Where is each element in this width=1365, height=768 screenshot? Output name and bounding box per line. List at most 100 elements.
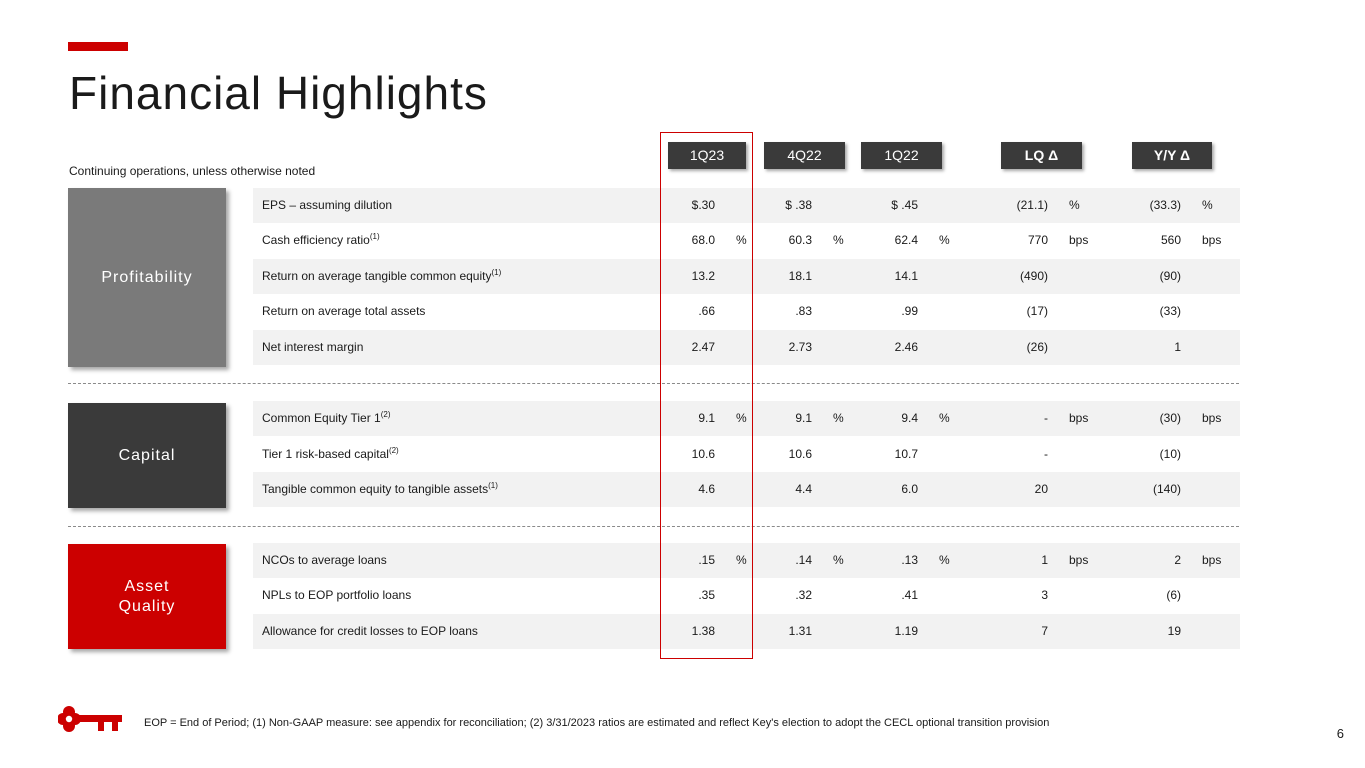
cell-value: 2.47: [691, 340, 715, 354]
cell-value: (140): [1152, 482, 1181, 496]
cell-value: 10.7: [894, 447, 918, 461]
key-logo-icon: [58, 706, 122, 732]
cell-value: 6.0: [901, 482, 918, 496]
cell-value: (30): [1159, 411, 1181, 425]
cell-unit: %: [736, 553, 747, 567]
cell-unit: bps: [1069, 233, 1089, 247]
row-label-text: NCOs to average loans: [262, 553, 387, 567]
row-label-text: Allowance for credit losses to EOP loans: [262, 624, 478, 638]
cell-unit: %: [833, 411, 844, 425]
cell-value: .13: [901, 553, 918, 567]
row-label-text: Tangible common equity to tangible asset…: [262, 482, 489, 496]
table-row: EPS – assuming dilution $.30 $ .38 $ .45 (21…: [253, 188, 1240, 223]
cell-value: 2.46: [894, 340, 918, 354]
column-header-1q22: 1Q22: [861, 142, 942, 169]
cell-value: (33): [1159, 304, 1181, 318]
page-number: 6: [1336, 726, 1344, 741]
group-capital: Capital: [68, 403, 226, 508]
table-row: Tangible common equity to tangible asset…: [253, 472, 1240, 507]
column-header-1q23: 1Q23: [668, 142, 746, 169]
cell-value: 3: [1041, 588, 1048, 602]
footnote-ref: (1): [491, 268, 502, 277]
page-title: Financial Highlights: [69, 67, 488, 119]
cell-value: 1.38: [691, 624, 715, 638]
cell-unit: %: [939, 553, 950, 567]
cell-value: 10.6: [691, 447, 715, 461]
row-label: EPS – assuming dilution: [262, 188, 392, 223]
cell-value: 9.1: [795, 411, 812, 425]
cell-unit: %: [736, 411, 747, 425]
row-label: NPLs to EOP portfolio loans: [262, 578, 411, 613]
cell-value: (90): [1159, 269, 1181, 283]
cell-value: .14: [795, 553, 812, 567]
cell-value: 4.4: [795, 482, 812, 496]
column-header-lq-delta: LQ Δ: [1001, 142, 1082, 169]
cell-value: (26): [1026, 340, 1048, 354]
cell-value: .99: [901, 304, 918, 318]
row-label-text: Net interest margin: [262, 340, 364, 354]
cell-unit: bps: [1069, 553, 1089, 567]
cell-value: .35: [698, 588, 715, 602]
cell-value: .15: [698, 553, 715, 567]
row-label: Return on average tangible common equity…: [262, 259, 501, 294]
cell-value: 1.19: [894, 624, 918, 638]
group-asset-quality: Asset Quality: [68, 544, 226, 649]
cell-value: (490): [1019, 269, 1048, 283]
cell-value: .83: [795, 304, 812, 318]
cell-value: 10.6: [788, 447, 812, 461]
cell-value: 19: [1167, 624, 1181, 638]
row-label: Net interest margin: [262, 330, 363, 365]
cell-value: (21.1): [1016, 198, 1048, 212]
table-row: NCOs to average loans .15% .14% .13% 1 bps 2 bp…: [253, 543, 1240, 578]
cell-value: $ .45: [891, 198, 918, 212]
cell-value: 770: [1027, 233, 1048, 247]
cell-value: 20: [1034, 482, 1048, 496]
footnote: EOP = End of Period; (1) Non-GAAP measur…: [144, 717, 1050, 729]
cell-value: 9.1: [698, 411, 715, 425]
cell-value: .41: [901, 588, 918, 602]
cell-unit: %: [939, 411, 950, 425]
cell-value: .32: [795, 588, 812, 602]
current-quarter-highlight: [660, 132, 753, 659]
cell-unit: %: [1069, 198, 1080, 212]
cell-value: 2: [1174, 553, 1181, 567]
cell-unit: %: [833, 233, 844, 247]
cell-value: 62.4: [894, 233, 918, 247]
table-row: Return on average total assets .66 .83 .99 (…: [253, 294, 1240, 329]
row-label-text: Cash efficiency ratio: [262, 233, 370, 247]
cell-value: 68.0: [691, 233, 715, 247]
cell-unit: %: [736, 233, 747, 247]
cell-value: 2.73: [788, 340, 812, 354]
cell-value: 1: [1174, 340, 1181, 354]
table-row: Tier 1 risk-based capital(2) 10.6 10.6 10.7…: [253, 437, 1240, 472]
row-label: NCOs to average loans: [262, 543, 387, 578]
cell-value: -: [1044, 411, 1048, 425]
section-divider: [68, 383, 1239, 384]
table-row: Allowance for credit losses to EOP loans…: [253, 614, 1240, 649]
row-label-text: Tier 1 risk-based capital: [262, 447, 389, 461]
row-label: Allowance for credit losses to EOP loans: [262, 614, 478, 649]
cell-unit: %: [1202, 198, 1213, 212]
cell-unit: %: [939, 233, 950, 247]
cell-value: $.30: [691, 198, 715, 212]
cell-unit: bps: [1202, 411, 1222, 425]
cell-value: 13.2: [691, 269, 715, 283]
row-label-text: Return on average total assets: [262, 304, 426, 318]
section-divider: [68, 526, 1239, 527]
cell-value: 560: [1160, 233, 1181, 247]
cell-value: $ .38: [785, 198, 812, 212]
cell-value: 60.3: [788, 233, 812, 247]
row-label: Tangible common equity to tangible asset…: [262, 472, 498, 507]
row-label-text: EPS – assuming dilution: [262, 198, 393, 212]
cell-unit: %: [833, 553, 844, 567]
cell-value: .66: [698, 304, 715, 318]
footnote-ref: (1): [369, 232, 380, 241]
cell-value: (17): [1026, 304, 1048, 318]
cell-value: (10): [1159, 447, 1181, 461]
cell-value: -: [1044, 447, 1048, 461]
column-header-4q22: 4Q22: [764, 142, 845, 169]
cell-value: (33.3): [1149, 198, 1181, 212]
column-header-yy-delta: Y/Y Δ: [1132, 142, 1212, 169]
subtitle: Continuing operations, unless otherwise …: [69, 164, 316, 178]
footnote-ref: (1): [488, 481, 498, 490]
